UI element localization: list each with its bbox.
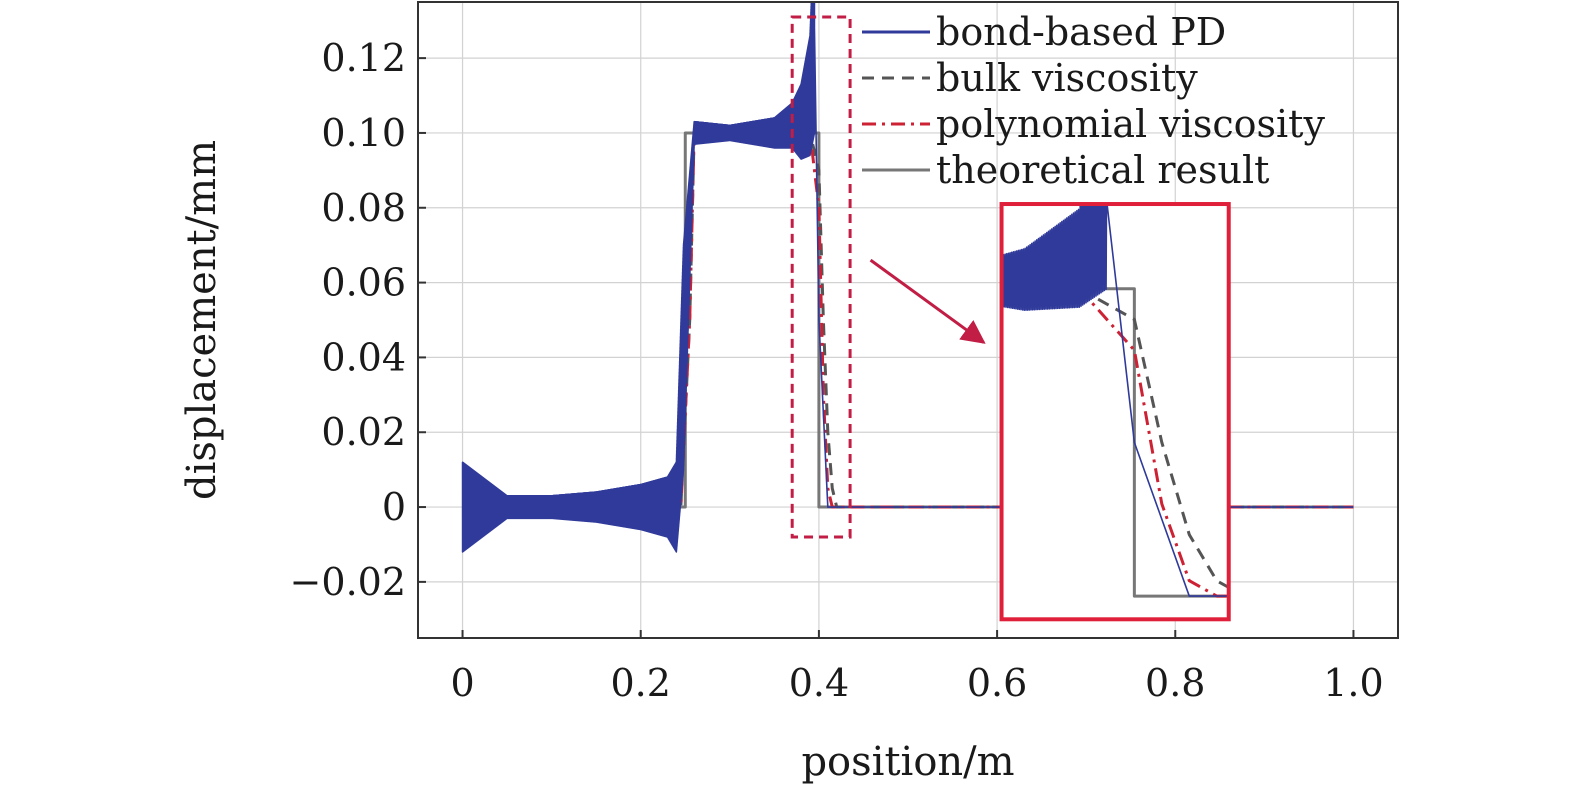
zoom-source-box [790,15,852,539]
plot-area [461,2,1354,553]
y-tick-label: −0.02 [290,560,406,604]
x-tick-label: 0 [450,661,474,705]
series-line [1001,287,1229,590]
axis-ticks: 0 0.2 0.4 0.6 0.8 1.0 −0.02 0 0.02 0.04 0.06 0.08 0.… [290,36,1384,705]
x-tick-label: 0.2 [611,661,671,705]
legend-label: bulk viscosity [936,56,1198,100]
y-tick-label: 0.06 [321,261,406,305]
series-line [1001,287,1229,598]
series-line [461,2,1354,553]
y-tick-label: 0.04 [321,335,406,379]
x-tick-label: 0.4 [789,661,849,705]
y-tick-label: 0.08 [321,186,406,230]
plot-frame [417,1,1399,639]
y-axis-label: displacement/mm [179,140,225,500]
grid [418,2,1398,638]
y-tick-label: 0 [382,485,406,529]
zoom-annotation [790,15,1231,622]
zoom-inset-frame [999,202,1231,622]
x-axis-label: position/m [801,739,1014,785]
y-tick-label: 0.02 [321,410,406,454]
y-tick-label: 0.12 [321,36,406,80]
series-line [1001,204,1229,597]
series-line [1001,287,1229,598]
zoom-inset-plot [1001,204,1229,598]
zoom-arrow [869,258,986,344]
x-tick-label: 1.0 [1323,661,1383,705]
y-tick-label: 0.10 [321,111,406,155]
legend-label: theoretical result [936,148,1269,192]
legend-label: polynomial viscosity [936,102,1325,146]
x-tick-label: 0.8 [1145,661,1205,705]
legend-label: bond-based PD [936,10,1226,54]
x-tick-label: 0.6 [967,661,1027,705]
